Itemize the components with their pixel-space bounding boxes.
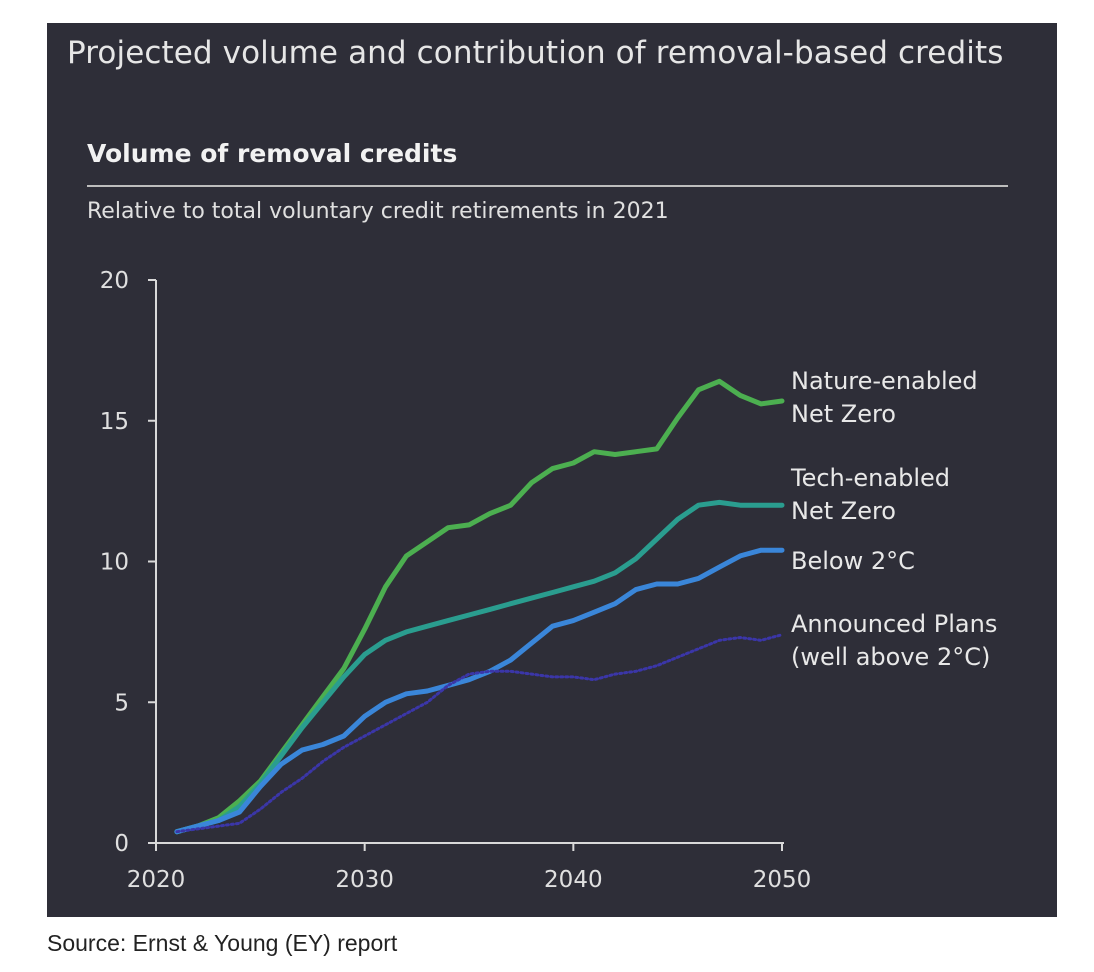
series-label-line: Net Zero [791, 497, 896, 525]
series-line-3 [175, 633, 784, 834]
y-tick-label: 0 [114, 831, 129, 857]
series-label-0: Nature-enabled Net Zero [791, 367, 978, 428]
chart-series-labels: Nature-enabled Net Zero Tech-enabled Net Ze… [790, 367, 997, 671]
chart-note: Relative to total voluntary credit retir… [87, 199, 669, 224]
title-divider [87, 185, 1008, 187]
series-line-2 [174, 547, 785, 835]
chart-panel: Projected volume and contribution of rem… [47, 23, 1057, 917]
series-line-0 [174, 378, 785, 835]
series-label-line: Below 2°C [791, 547, 915, 575]
x-tick-label: 2030 [335, 867, 394, 893]
series-label-line: Net Zero [791, 400, 896, 428]
series-label-line: Tech-enabled [790, 464, 950, 492]
y-tick-label: 20 [100, 268, 129, 294]
series-line-1 [174, 499, 785, 835]
series-label-1: Tech-enabled Net Zero [790, 464, 950, 525]
x-tick-label: 2050 [753, 867, 812, 893]
series-label-2: Below 2°C [791, 547, 915, 575]
series-label-line: Announced Plans [791, 610, 997, 638]
x-tick-label: 2020 [127, 867, 186, 893]
source-note: Source: Ernst & Young (EY) report [47, 930, 398, 956]
chart-main-title: Projected volume and contribution of rem… [67, 35, 1004, 71]
series-label-3: Announced Plans (well above 2°C) [791, 610, 997, 671]
y-tick-label: 5 [114, 690, 129, 716]
series-label-line: (well above 2°C) [791, 643, 990, 671]
series-label-line: Nature-enabled [791, 367, 978, 395]
y-tick-label: 10 [100, 550, 129, 576]
chart-series-lines [174, 378, 785, 835]
y-tick-label: 15 [100, 409, 129, 435]
x-tick-label: 2040 [544, 867, 603, 893]
chart-subtitle: Volume of removal credits [87, 139, 458, 168]
